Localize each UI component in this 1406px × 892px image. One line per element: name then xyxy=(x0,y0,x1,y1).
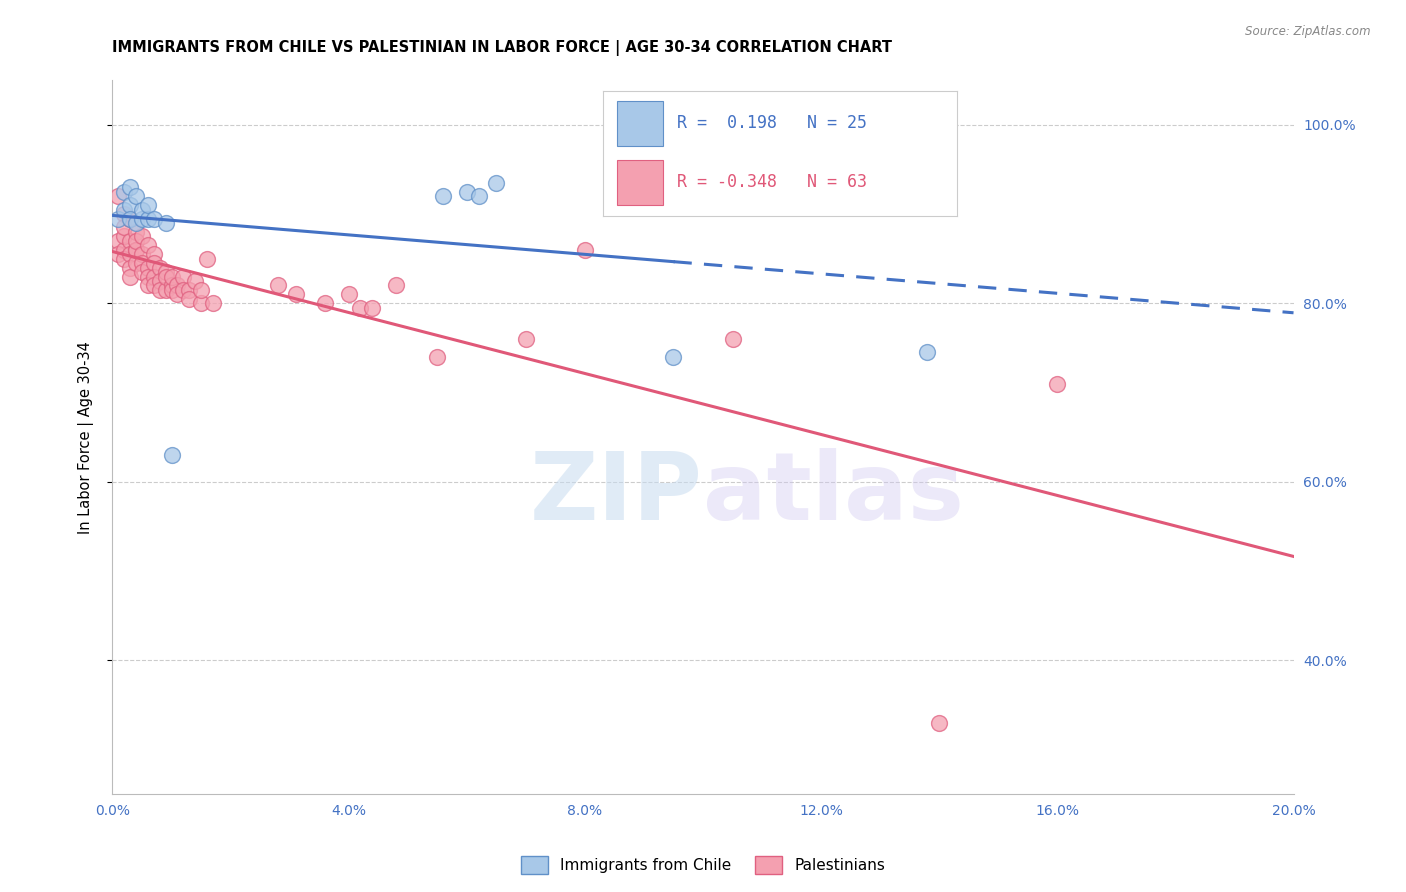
Point xyxy=(515,332,537,346)
Point xyxy=(160,278,183,293)
Point xyxy=(142,247,165,261)
Text: Source: ZipAtlas.com: Source: ZipAtlas.com xyxy=(1246,25,1371,38)
Point xyxy=(107,247,129,261)
Point xyxy=(136,269,159,284)
Point xyxy=(112,202,135,217)
Point xyxy=(314,296,336,310)
Point xyxy=(190,283,212,297)
Point xyxy=(107,211,129,226)
Point xyxy=(426,350,449,364)
Point xyxy=(337,287,360,301)
Point xyxy=(432,189,454,203)
Point xyxy=(131,202,153,217)
Point xyxy=(172,269,194,284)
Point xyxy=(131,229,153,244)
Point xyxy=(160,269,183,284)
Point xyxy=(112,185,135,199)
Point xyxy=(166,278,188,293)
Y-axis label: In Labor Force | Age 30-34: In Labor Force | Age 30-34 xyxy=(79,341,94,533)
Point xyxy=(125,189,148,203)
Point xyxy=(456,185,478,199)
Point xyxy=(136,238,159,252)
Point xyxy=(120,269,142,284)
Point xyxy=(112,243,135,257)
Point xyxy=(120,211,142,226)
Point xyxy=(112,229,135,244)
Point xyxy=(125,256,148,270)
Point xyxy=(107,189,129,203)
Point xyxy=(201,296,224,310)
Point xyxy=(190,296,212,310)
Point xyxy=(112,207,135,221)
Point xyxy=(179,283,201,297)
Point xyxy=(179,292,201,306)
Point xyxy=(112,220,135,235)
Point xyxy=(928,715,950,730)
Point xyxy=(284,287,307,301)
Point xyxy=(120,260,142,275)
Point xyxy=(155,283,177,297)
Point xyxy=(155,265,177,279)
Legend: Immigrants from Chile, Palestinians: Immigrants from Chile, Palestinians xyxy=(515,850,891,880)
Point xyxy=(142,256,165,270)
Point xyxy=(149,274,172,288)
Point xyxy=(136,198,159,212)
Point xyxy=(120,198,142,212)
Point xyxy=(155,216,177,230)
Point xyxy=(172,283,194,297)
Point xyxy=(125,234,148,248)
Point xyxy=(633,167,655,181)
Point xyxy=(267,278,290,293)
Point xyxy=(1046,376,1069,391)
Point xyxy=(131,265,153,279)
Point xyxy=(467,189,489,203)
Point xyxy=(195,252,218,266)
Point xyxy=(166,287,188,301)
Point xyxy=(149,283,172,297)
Text: atlas: atlas xyxy=(703,448,965,541)
Point xyxy=(149,260,172,275)
Point xyxy=(361,301,384,315)
Point xyxy=(125,243,148,257)
Point xyxy=(125,243,148,257)
Point xyxy=(184,274,207,288)
Point xyxy=(120,180,142,194)
Point xyxy=(160,283,183,297)
Point xyxy=(120,234,142,248)
Point xyxy=(917,345,939,359)
Point xyxy=(142,278,165,293)
Point xyxy=(136,260,159,275)
Point xyxy=(574,243,596,257)
Point xyxy=(485,176,508,190)
Point xyxy=(120,247,142,261)
Point xyxy=(125,225,148,239)
Text: ZIP: ZIP xyxy=(530,448,703,541)
Point xyxy=(349,301,371,315)
Point xyxy=(131,211,153,226)
Point xyxy=(721,332,744,346)
Point xyxy=(385,278,408,293)
Point xyxy=(662,350,685,364)
Point xyxy=(131,256,153,270)
Point xyxy=(120,211,142,226)
Point xyxy=(136,278,159,293)
Point xyxy=(112,252,135,266)
Point xyxy=(107,234,129,248)
Point xyxy=(142,269,165,284)
Point xyxy=(136,211,159,226)
Point xyxy=(160,448,183,462)
Text: IMMIGRANTS FROM CHILE VS PALESTINIAN IN LABOR FORCE | AGE 30-34 CORRELATION CHAR: IMMIGRANTS FROM CHILE VS PALESTINIAN IN … xyxy=(112,40,893,56)
Point xyxy=(155,269,177,284)
Point xyxy=(125,216,148,230)
Point xyxy=(142,211,165,226)
Point xyxy=(131,247,153,261)
